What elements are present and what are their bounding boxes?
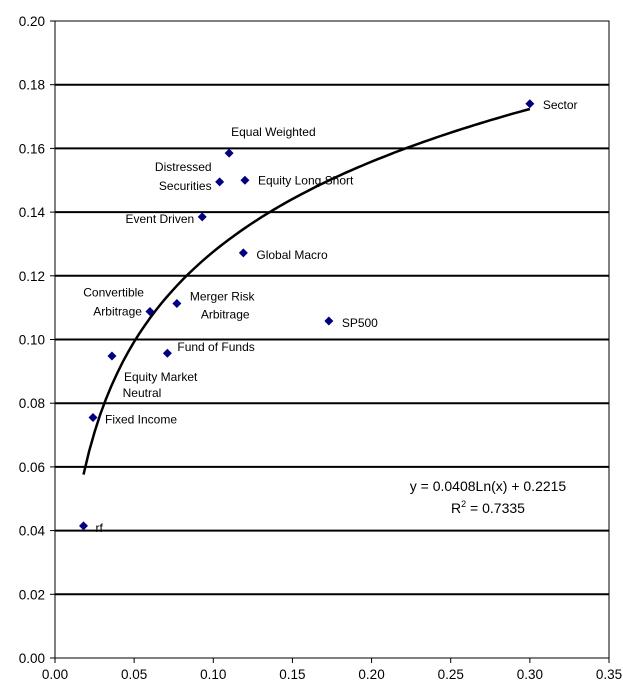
point-label: Sector bbox=[543, 98, 578, 112]
y-tick-label: 0.18 bbox=[19, 78, 45, 93]
data-point-marker bbox=[525, 99, 535, 109]
point-label: Neutral bbox=[123, 386, 162, 400]
data-point-marker bbox=[107, 351, 117, 361]
data-points bbox=[78, 99, 535, 531]
x-tick-label: 0.25 bbox=[438, 667, 464, 682]
x-tick-label: 0.35 bbox=[596, 667, 622, 682]
data-point-marker bbox=[238, 248, 248, 258]
y-tick-label: 0.00 bbox=[19, 651, 45, 666]
r-squared-label: R2 = 0.7335 bbox=[451, 499, 525, 516]
point-label: Arbitrage bbox=[201, 308, 250, 322]
y-tick-label: 0.14 bbox=[19, 205, 46, 220]
y-tick-label: 0.08 bbox=[19, 396, 45, 411]
r-squared-letter: R bbox=[451, 500, 461, 516]
data-point-marker bbox=[215, 177, 225, 187]
point-label: Equity Long Short bbox=[258, 173, 354, 187]
r-squared-superscript: 2 bbox=[461, 499, 466, 509]
tick-labels: 0.00 0.02 0.04 0.06 0.08 0.10 0.12 0.14 0.16 0.18… bbox=[19, 14, 622, 682]
data-point-marker bbox=[197, 212, 207, 222]
y-tick-label: 0.06 bbox=[19, 460, 45, 475]
point-label: Fund of Funds bbox=[177, 340, 254, 354]
y-tick-label: 0.12 bbox=[19, 269, 45, 284]
point-label: Merger Risk bbox=[190, 290, 256, 304]
point-label: SP500 bbox=[342, 316, 378, 330]
point-label: Event Driven bbox=[126, 212, 195, 226]
data-point-marker bbox=[324, 316, 334, 326]
point-label: rf bbox=[95, 521, 103, 535]
data-point-marker bbox=[240, 175, 250, 185]
trendline bbox=[82, 107, 531, 475]
data-point-marker bbox=[88, 413, 98, 423]
point-label: Equity Market bbox=[124, 370, 198, 384]
axes bbox=[50, 20, 610, 663]
point-label: Global Macro bbox=[256, 248, 328, 262]
x-tick-label: 0.30 bbox=[517, 667, 543, 682]
trendline-equation: y = 0.0408Ln(x) + 0.2215 bbox=[410, 478, 567, 494]
y-tick-label: 0.04 bbox=[19, 524, 46, 539]
y-tick-label: 0.16 bbox=[19, 141, 45, 156]
data-point-marker bbox=[78, 521, 88, 531]
x-tick-label: 0.20 bbox=[358, 667, 384, 682]
point-label: Fixed Income bbox=[105, 413, 177, 427]
data-point-marker bbox=[162, 348, 172, 358]
point-labels: rf Fixed Income Equity Market Neutral Conver… bbox=[83, 98, 577, 535]
gridlines bbox=[55, 83, 609, 596]
point-label: Securities bbox=[159, 179, 212, 193]
y-tick-label: 0.20 bbox=[19, 14, 45, 29]
x-tick-label: 0.00 bbox=[42, 667, 68, 682]
x-tick-label: 0.10 bbox=[200, 667, 226, 682]
x-tick-label: 0.05 bbox=[121, 667, 147, 682]
x-tick-label: 0.15 bbox=[279, 667, 305, 682]
point-label: Equal Weighted bbox=[231, 125, 316, 139]
y-tick-label: 0.02 bbox=[19, 587, 45, 602]
r-squared-value: = 0.7335 bbox=[466, 500, 525, 516]
point-label: Arbitrage bbox=[93, 304, 142, 318]
point-label: Convertible bbox=[83, 285, 144, 299]
y-tick-label: 0.10 bbox=[19, 333, 45, 348]
data-point-marker bbox=[145, 306, 155, 316]
data-point-marker bbox=[224, 148, 234, 158]
data-point-marker bbox=[172, 299, 182, 309]
point-label: Distressed bbox=[155, 160, 212, 174]
